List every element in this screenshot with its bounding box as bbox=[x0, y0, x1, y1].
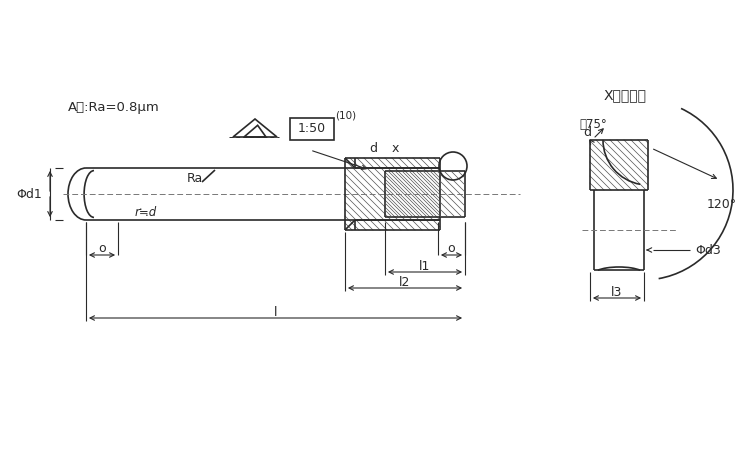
Text: Ra: Ra bbox=[187, 171, 203, 184]
Text: l1: l1 bbox=[419, 260, 430, 273]
Text: d: d bbox=[369, 141, 377, 154]
Text: l3: l3 bbox=[611, 285, 622, 298]
Text: x: x bbox=[392, 141, 399, 154]
Text: o: o bbox=[98, 243, 106, 256]
Text: 1:50: 1:50 bbox=[298, 122, 326, 135]
Text: l2: l2 bbox=[399, 275, 411, 288]
Text: o: o bbox=[448, 243, 455, 256]
Text: 120°: 120° bbox=[707, 198, 737, 211]
Text: 吉75°: 吉75° bbox=[579, 117, 607, 130]
Text: r≒d: r≒d bbox=[135, 206, 158, 219]
Text: X部拡大図: X部拡大図 bbox=[604, 88, 646, 102]
Text: Φd3: Φd3 bbox=[695, 243, 721, 256]
Text: l: l bbox=[274, 306, 278, 319]
Text: Φd1: Φd1 bbox=[16, 188, 42, 201]
Text: A種:Ra=0.8μm: A種:Ra=0.8μm bbox=[68, 102, 160, 114]
Text: (10): (10) bbox=[335, 110, 356, 120]
Text: d: d bbox=[583, 126, 591, 139]
FancyBboxPatch shape bbox=[290, 118, 334, 140]
